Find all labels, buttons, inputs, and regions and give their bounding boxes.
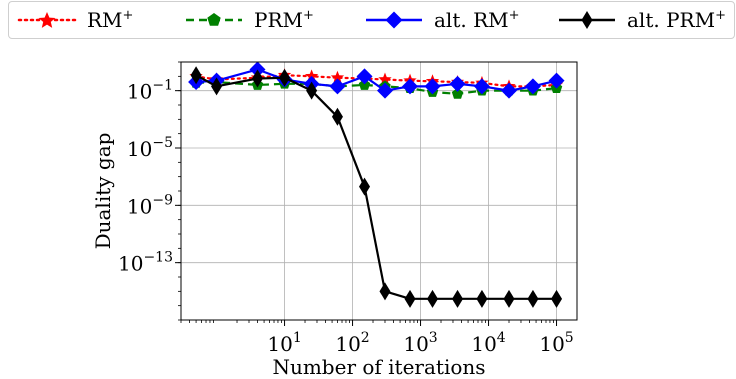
data-point — [551, 289, 563, 308]
data-point — [190, 66, 202, 85]
legend-label-alt-prm: alt. PRM+ — [627, 8, 726, 32]
y-tick-label: 10−1 — [127, 78, 173, 104]
data-point — [304, 69, 319, 82]
data-point — [524, 78, 541, 95]
data-point — [306, 81, 318, 100]
data-point — [473, 78, 490, 95]
legend-swatch-rm-icon — [17, 12, 77, 28]
data-point — [331, 107, 343, 126]
data-point — [452, 289, 464, 308]
legend-label-rm: RM+ — [87, 8, 134, 32]
legend-item-alt-prm: alt. PRM+ — [557, 2, 726, 38]
legend-item-prm: PRM+ — [184, 2, 314, 38]
data-point — [211, 77, 223, 96]
legend: RM+ PRM+ alt. RM+ alt. PRM+ — [8, 1, 735, 39]
x-tick-label: 105 — [539, 330, 573, 356]
x-tick-label: 101 — [267, 330, 301, 356]
data-point — [356, 68, 373, 85]
data-point — [376, 82, 393, 99]
data-point — [379, 282, 391, 301]
x-tick-label: 104 — [471, 330, 505, 356]
x-tick-label: 102 — [335, 330, 369, 356]
data-point — [359, 177, 371, 196]
x-axis-label: Number of iterations — [272, 355, 485, 379]
series-group — [188, 61, 565, 308]
data-point — [424, 78, 441, 95]
data-point — [451, 87, 464, 99]
x-tick-label: 103 — [403, 330, 437, 356]
y-axis-label: Duality gap — [91, 133, 115, 250]
data-point — [251, 69, 263, 88]
data-point — [249, 61, 266, 78]
legend-swatch-prm-icon — [186, 13, 242, 26]
y-tick-label: 10−13 — [118, 250, 173, 276]
data-point — [358, 78, 371, 90]
plot-frame — [180, 61, 578, 321]
legend-label-prm: PRM+ — [254, 8, 314, 32]
legend-swatch-alt-prm-icon — [559, 11, 615, 29]
series-3 — [190, 66, 563, 308]
data-point — [501, 82, 518, 99]
series-line — [195, 74, 557, 300]
data-point — [329, 78, 346, 95]
data-point — [527, 289, 539, 308]
data-point — [548, 72, 565, 89]
y-tick-label: 10−9 — [127, 192, 173, 218]
legend-swatch-alt-rm-icon — [366, 11, 422, 29]
data-point — [476, 289, 488, 308]
legend-item-rm: RM+ — [17, 2, 133, 38]
data-point — [404, 289, 416, 308]
data-point — [378, 72, 392, 86]
grid — [181, 62, 577, 320]
data-point — [279, 68, 291, 87]
y-tick-label: 10−5 — [127, 135, 173, 161]
data-point — [503, 289, 515, 308]
data-point — [427, 289, 439, 308]
data-point — [449, 75, 466, 92]
ticks: 101 102 103 104 105 10−1 10−5 10−9 10−13 — [118, 61, 574, 356]
legend-label-alt-rm: alt. RM+ — [434, 8, 520, 32]
legend-item-alt-rm: alt. RM+ — [364, 2, 520, 38]
data-point — [330, 70, 345, 84]
data-point — [402, 78, 419, 95]
